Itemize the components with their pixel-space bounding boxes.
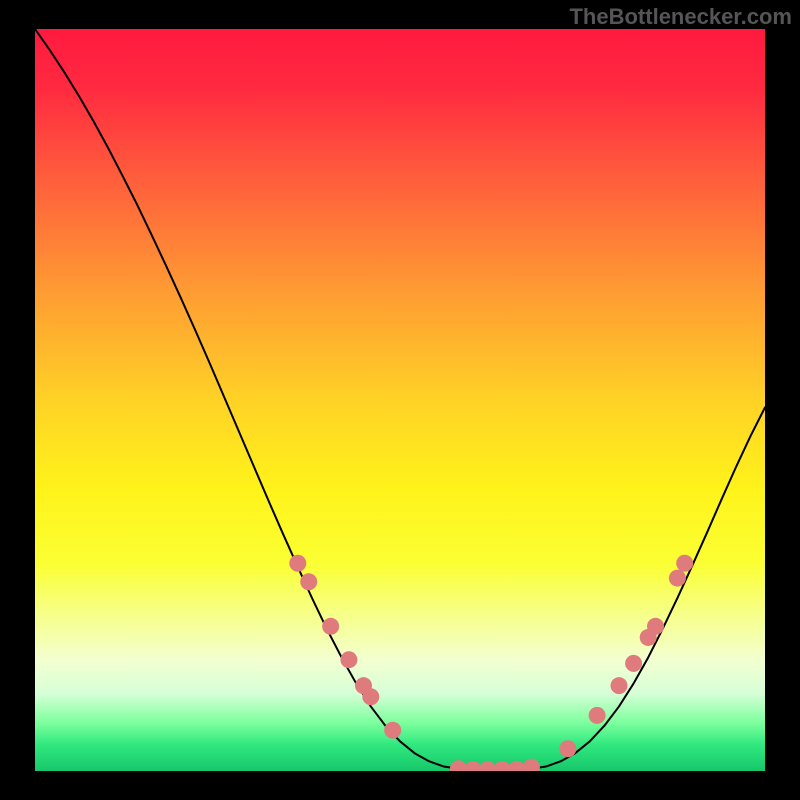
data-marker	[611, 677, 628, 694]
data-marker	[289, 555, 306, 572]
data-marker	[384, 722, 401, 739]
data-marker	[300, 573, 317, 590]
bottleneck-curve	[35, 29, 765, 770]
data-marker	[676, 555, 693, 572]
data-marker	[465, 761, 482, 771]
data-marker	[450, 760, 467, 771]
data-marker	[362, 688, 379, 705]
data-marker	[340, 651, 357, 668]
data-marker	[669, 570, 686, 587]
data-marker	[625, 655, 642, 672]
data-markers	[289, 555, 693, 771]
plot-area	[35, 29, 765, 771]
data-marker	[479, 761, 496, 771]
data-marker	[322, 618, 339, 635]
data-marker	[494, 761, 511, 771]
bottleneck-chart	[35, 29, 765, 771]
data-marker	[589, 707, 606, 724]
data-marker	[559, 740, 576, 757]
data-marker	[508, 761, 525, 771]
data-marker	[647, 618, 664, 635]
watermark-label: TheBottlenecker.com	[569, 4, 792, 30]
data-marker	[523, 759, 540, 771]
